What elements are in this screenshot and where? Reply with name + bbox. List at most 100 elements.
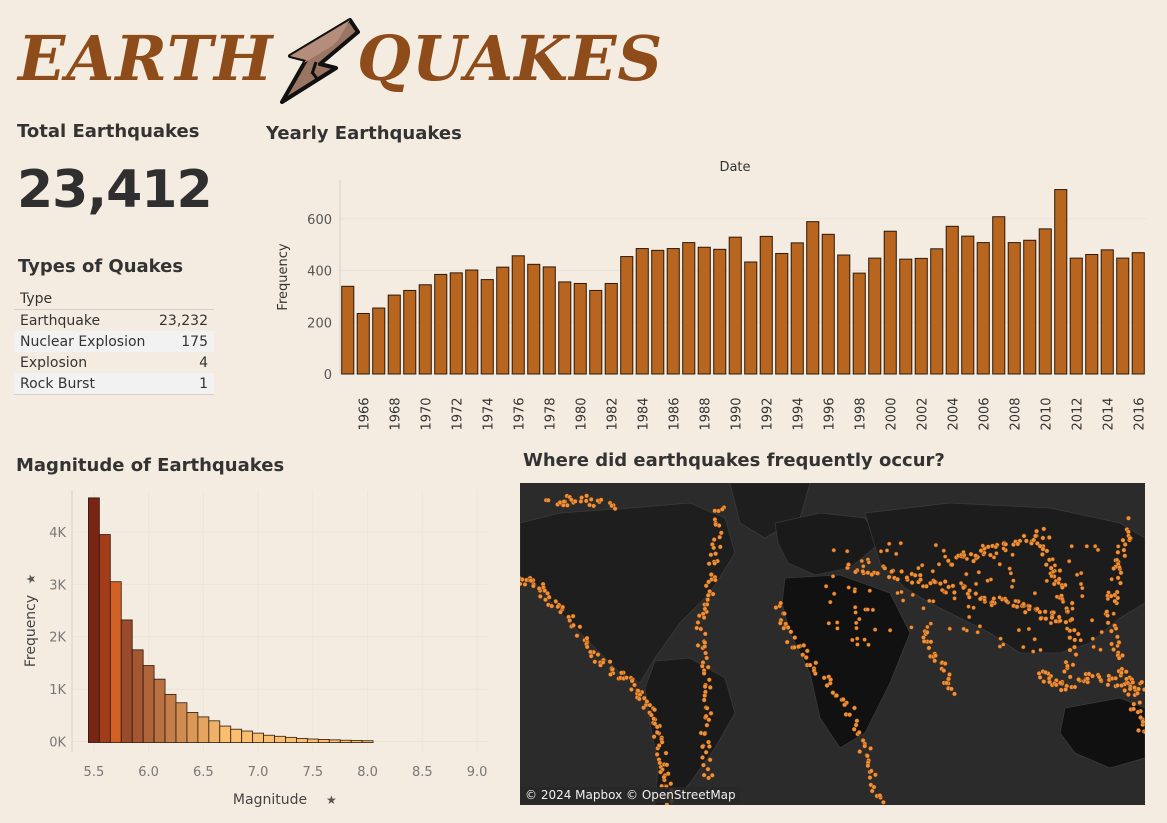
- quake-dot[interactable]: [830, 574, 836, 579]
- quake-dot[interactable]: [1058, 687, 1064, 693]
- quake-dot[interactable]: [1126, 692, 1131, 698]
- quake-dot[interactable]: [1075, 631, 1081, 637]
- quake-dot[interactable]: [522, 582, 528, 587]
- magnitude-bar[interactable]: [175, 702, 188, 743]
- year-bar[interactable]: [604, 282, 618, 375]
- quake-dot[interactable]: [1086, 671, 1092, 677]
- quake-dot[interactable]: [987, 552, 993, 558]
- quake-dot[interactable]: [1057, 680, 1063, 686]
- quake-dot[interactable]: [861, 563, 866, 569]
- quake-dot[interactable]: [941, 548, 946, 553]
- year-bar[interactable]: [449, 272, 463, 375]
- quake-dot[interactable]: [887, 628, 893, 633]
- quake-dot[interactable]: [994, 551, 999, 556]
- quake-dot[interactable]: [871, 784, 877, 790]
- quake-dot[interactable]: [536, 586, 542, 591]
- quake-dot[interactable]: [976, 570, 981, 575]
- magnitude-bar[interactable]: [263, 734, 275, 743]
- quake-dot[interactable]: [973, 591, 979, 597]
- year-bar[interactable]: [573, 282, 587, 375]
- quake-dot[interactable]: [933, 542, 939, 548]
- year-bar[interactable]: [744, 261, 758, 375]
- quake-dot[interactable]: [657, 760, 663, 766]
- quake-dot[interactable]: [1049, 615, 1055, 621]
- quake-dot[interactable]: [1080, 593, 1085, 599]
- quake-dot[interactable]: [847, 712, 852, 718]
- quake-dot[interactable]: [823, 584, 829, 589]
- quake-dot[interactable]: [1085, 676, 1090, 682]
- quake-dot[interactable]: [635, 688, 641, 694]
- quake-dot[interactable]: [948, 686, 954, 692]
- table-row[interactable]: Explosion 4: [14, 352, 214, 373]
- quake-dot[interactable]: [928, 639, 934, 645]
- quake-dot[interactable]: [583, 498, 589, 504]
- quake-dot[interactable]: [982, 597, 987, 603]
- quake-dot[interactable]: [1123, 669, 1129, 675]
- year-bar[interactable]: [976, 242, 990, 375]
- quake-dot[interactable]: [713, 522, 719, 527]
- quake-dot[interactable]: [1032, 636, 1037, 642]
- quake-dot[interactable]: [943, 590, 949, 595]
- quake-dot[interactable]: [701, 762, 706, 768]
- quake-dot[interactable]: [792, 635, 798, 641]
- quake-dot[interactable]: [1139, 679, 1145, 685]
- quake-dot[interactable]: [853, 610, 858, 615]
- quake-dot[interactable]: [1115, 595, 1121, 601]
- quake-dot[interactable]: [1038, 616, 1044, 621]
- quake-dot[interactable]: [975, 630, 980, 635]
- quake-dot[interactable]: [1120, 537, 1126, 543]
- quake-dot[interactable]: [1034, 606, 1040, 612]
- quake-dot[interactable]: [1023, 538, 1029, 544]
- year-bar[interactable]: [356, 312, 370, 375]
- quake-dot[interactable]: [867, 775, 873, 780]
- year-bar[interactable]: [511, 255, 525, 375]
- magnitude-bar[interactable]: [131, 649, 144, 743]
- quake-dot[interactable]: [1118, 580, 1123, 586]
- quake-dot[interactable]: [712, 508, 718, 514]
- quake-dot[interactable]: [912, 572, 918, 578]
- quake-dot[interactable]: [1111, 611, 1116, 616]
- quake-dot[interactable]: [951, 590, 957, 595]
- quake-dot[interactable]: [895, 590, 900, 596]
- magnitude-bar[interactable]: [208, 720, 221, 743]
- quake-dot[interactable]: [545, 497, 551, 503]
- quake-dot[interactable]: [1074, 572, 1080, 578]
- quake-dot[interactable]: [560, 604, 566, 610]
- quake-dot[interactable]: [781, 611, 787, 617]
- quake-dot[interactable]: [1031, 649, 1036, 654]
- quake-dot[interactable]: [1127, 535, 1133, 541]
- quake-dot[interactable]: [1037, 543, 1043, 549]
- quake-dot[interactable]: [788, 629, 794, 635]
- quake-dot[interactable]: [1011, 578, 1016, 583]
- quake-dot[interactable]: [964, 571, 969, 577]
- quake-dot[interactable]: [654, 751, 660, 757]
- year-bar[interactable]: [387, 294, 401, 375]
- quake-dot[interactable]: [1076, 677, 1081, 682]
- quake-dot[interactable]: [648, 712, 654, 718]
- year-bar[interactable]: [682, 242, 696, 375]
- quake-dot[interactable]: [791, 644, 797, 650]
- quake-dot[interactable]: [1067, 647, 1073, 653]
- quake-dot[interactable]: [718, 530, 724, 536]
- quake-dot[interactable]: [899, 569, 904, 574]
- quake-dot[interactable]: [1104, 609, 1110, 615]
- quake-dot[interactable]: [1124, 676, 1129, 682]
- magnitude-bar[interactable]: [274, 735, 286, 743]
- quake-dot[interactable]: [1078, 581, 1084, 587]
- quake-dot[interactable]: [1105, 682, 1111, 688]
- quake-dot[interactable]: [985, 544, 991, 550]
- year-bar[interactable]: [635, 248, 649, 375]
- quake-dot[interactable]: [710, 591, 716, 597]
- quake-dot[interactable]: [636, 696, 642, 702]
- quake-dot[interactable]: [1111, 566, 1117, 571]
- quake-dot[interactable]: [835, 620, 840, 625]
- quake-dot[interactable]: [854, 620, 859, 626]
- quake-dot[interactable]: [698, 626, 704, 632]
- quake-dot[interactable]: [1003, 598, 1009, 604]
- quake-dot[interactable]: [1008, 571, 1014, 576]
- quake-dot[interactable]: [991, 555, 997, 560]
- magnitude-bar[interactable]: [88, 497, 100, 743]
- quake-dot[interactable]: [708, 710, 714, 716]
- quake-dot[interactable]: [1130, 679, 1136, 685]
- quake-dot[interactable]: [555, 604, 561, 610]
